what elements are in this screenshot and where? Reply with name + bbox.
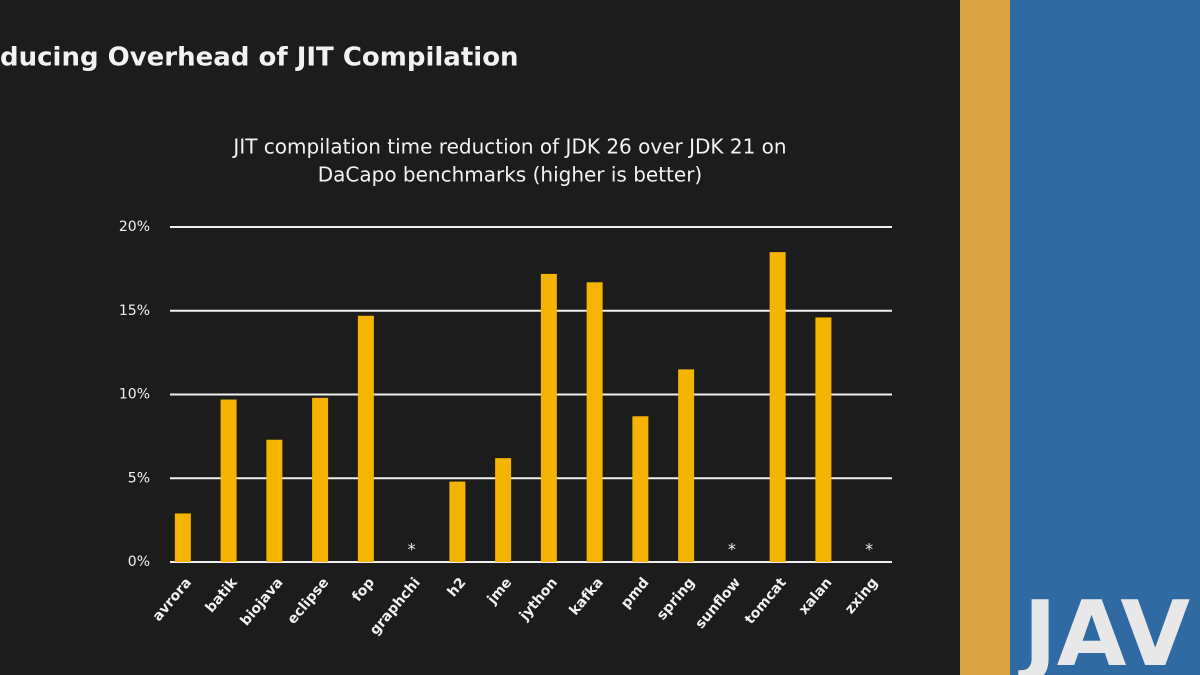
bar — [312, 397, 329, 562]
value-label: * — [408, 540, 416, 559]
bar — [174, 513, 191, 562]
y-tick-label: 20% — [119, 219, 150, 235]
value-label: * — [865, 540, 873, 559]
frame — [960, 0, 1010, 675]
chart-title: DaCapo benchmarks (higher is better) — [318, 163, 702, 187]
bar — [449, 481, 466, 562]
y-tick-label: 10% — [119, 387, 150, 403]
bar — [495, 458, 512, 562]
wall — [1010, 0, 1200, 675]
bar — [769, 252, 786, 562]
chart-title: JIT compilation time reduction of JDK 26… — [231, 135, 786, 159]
y-tick-label: 5% — [128, 470, 150, 486]
bar — [540, 273, 557, 562]
backdrop-text: JAV — [1017, 582, 1190, 675]
bar — [220, 399, 237, 562]
bar — [815, 317, 832, 562]
bar — [632, 416, 649, 562]
y-tick-label: 15% — [119, 303, 150, 319]
slide-title: ducing Overhead of JIT Compilation — [0, 43, 519, 73]
bar — [678, 369, 695, 562]
y-tick-label: 0% — [128, 554, 150, 570]
value-label: * — [728, 540, 736, 559]
bar — [266, 439, 283, 562]
bar — [357, 315, 374, 562]
bar — [586, 282, 603, 562]
